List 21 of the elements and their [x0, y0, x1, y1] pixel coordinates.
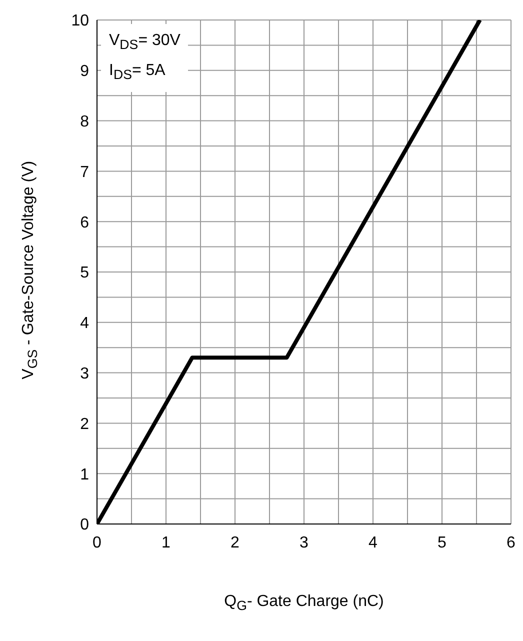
- y-tick-label: 6: [80, 214, 90, 232]
- y-tick-label: 4: [80, 315, 90, 332]
- x-axis-title: Q$_{G}$- Gate Charge (nC): [223, 593, 385, 614]
- y-tick-label: 10: [71, 12, 90, 30]
- x-tick-label: 0: [92, 534, 102, 552]
- annotation: I$_{DS}$= 5A: [109, 61, 166, 84]
- y-tick-label: 2: [80, 416, 90, 433]
- x-tick-label: 6: [506, 534, 516, 552]
- y-tick-label: 1: [80, 466, 90, 484]
- y-tick-label: 5: [80, 264, 90, 282]
- x-tick-label: 2: [230, 534, 240, 552]
- x-tick-label: 3: [300, 534, 309, 552]
- y-tick-label: 8: [80, 113, 90, 130]
- x-tick-label: 5: [438, 534, 447, 552]
- y-tick-label: 0: [80, 516, 90, 534]
- y-tick-label: 9: [80, 63, 90, 80]
- x-tick-label: 1: [162, 534, 171, 552]
- y-tick-label: 3: [80, 365, 90, 382]
- x-tick-label: 4: [368, 534, 378, 552]
- y-tick-label: 7: [80, 164, 90, 181]
- annotation: V$_{DS}$= 30V: [109, 31, 180, 54]
